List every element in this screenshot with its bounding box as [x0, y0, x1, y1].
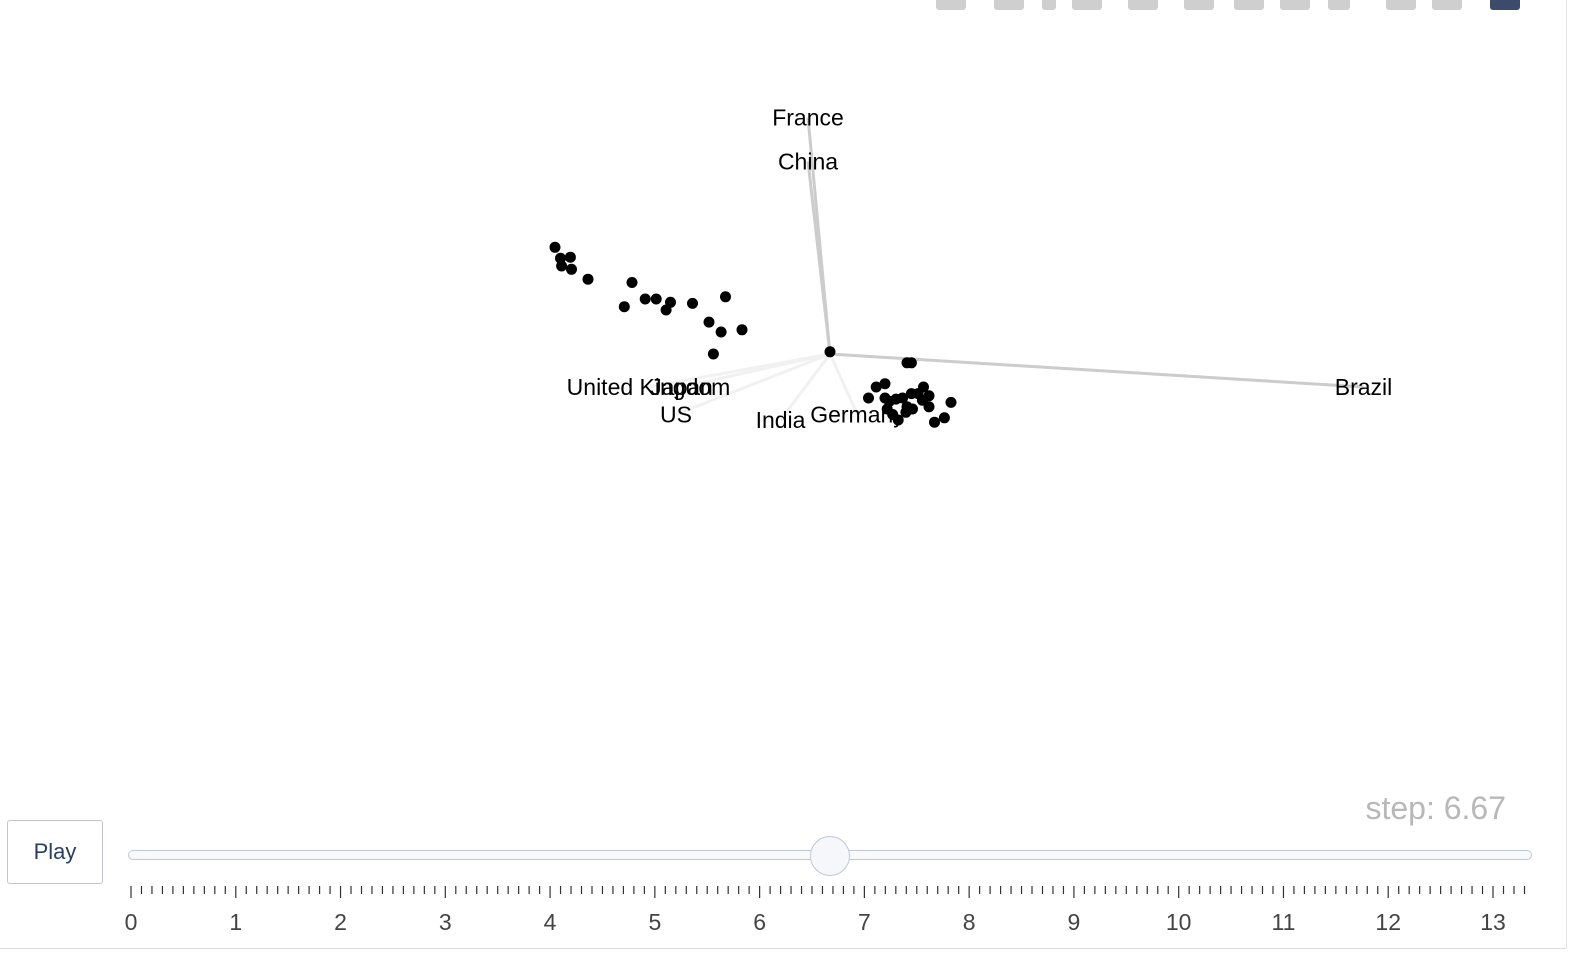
slider-tick-label[interactable]: 8: [963, 909, 976, 935]
data-point[interactable]: [660, 304, 672, 316]
data-point[interactable]: [938, 412, 950, 424]
data-point[interactable]: [566, 263, 577, 275]
data-point[interactable]: [720, 291, 731, 303]
data-point[interactable]: [905, 357, 917, 369]
loading-line-brazil: [829, 352, 1364, 389]
slider-tick-label[interactable]: 4: [544, 909, 557, 935]
slider-tick-label[interactable]: 9: [1068, 909, 1081, 935]
play-button[interactable]: Play: [7, 820, 103, 884]
plotly-logo-icon[interactable]: [1490, 0, 1520, 10]
slider-tick-label[interactable]: 10: [1166, 909, 1192, 935]
autoscale-icon[interactable]: [1280, 0, 1310, 10]
data-point[interactable]: [564, 251, 576, 263]
loading-label-us: US: [660, 402, 692, 428]
pan-icon[interactable]: [1042, 0, 1056, 10]
lasso-icon[interactable]: [1128, 0, 1158, 10]
reset-axes-icon[interactable]: [1328, 0, 1350, 10]
data-point[interactable]: [923, 401, 935, 413]
loading-label-japan: Japan: [650, 374, 713, 400]
data-point[interactable]: [715, 326, 727, 338]
data-point[interactable]: [918, 381, 929, 393]
slider-grip[interactable]: [809, 836, 850, 876]
frame-right-border: [1566, 0, 1567, 949]
loading-label-brazil: Brazil: [1335, 374, 1393, 400]
zoom-out-icon[interactable]: [1234, 0, 1264, 10]
loading-line-china: [806, 161, 832, 355]
box-select-icon[interactable]: [1072, 0, 1102, 10]
data-point[interactable]: [897, 392, 909, 404]
slider-tick-label[interactable]: 0: [125, 909, 138, 935]
camera-icon[interactable]: [936, 0, 966, 10]
loading-line-india: [779, 353, 832, 421]
data-point[interactable]: [549, 241, 561, 253]
slider-tick-label[interactable]: 13: [1480, 909, 1506, 935]
hover-compare-icon[interactable]: [1432, 0, 1462, 10]
data-point[interactable]: [556, 260, 568, 272]
loading-label-india: India: [756, 407, 806, 433]
loading-label-france: France: [772, 105, 844, 131]
data-point[interactable]: [626, 277, 638, 288]
loading-line-japan: [681, 352, 831, 389]
current-step-label: step: 6.67: [1365, 790, 1506, 826]
data-point[interactable]: [879, 378, 891, 390]
slider-ticks: 0 1 2 3 4 5 6 7 8 9 10 11 12 13: [125, 886, 1526, 935]
data-point[interactable]: [639, 293, 651, 305]
data-point[interactable]: [923, 390, 935, 402]
data-point[interactable]: [618, 301, 630, 313]
data-point[interactable]: [863, 392, 874, 404]
data-point[interactable]: [929, 416, 940, 428]
loading-label-china: China: [778, 149, 838, 175]
data-point[interactable]: [945, 396, 957, 408]
data-point[interactable]: [582, 273, 594, 285]
slider-tick-label[interactable]: 7: [858, 909, 871, 935]
spike-lines-icon[interactable]: [1386, 0, 1416, 10]
data-point[interactable]: [687, 297, 698, 309]
data-point[interactable]: [736, 324, 748, 336]
data-point[interactable]: [901, 401, 913, 413]
slider-tick-label[interactable]: 2: [334, 909, 347, 935]
loading-vectors: [648, 117, 1364, 421]
slider-tick-label[interactable]: 1: [229, 909, 242, 935]
data-point[interactable]: [892, 414, 904, 426]
slider-tick-label[interactable]: 12: [1375, 909, 1401, 935]
data-point[interactable]: [824, 346, 836, 358]
loading-label-united-kingdom: United Kingdom: [567, 374, 731, 400]
modebar: [908, 0, 1568, 14]
slider-tick-label[interactable]: 5: [648, 909, 661, 935]
data-point[interactable]: [703, 316, 715, 328]
loading-line-us: [675, 352, 831, 416]
data-point[interactable]: [650, 293, 662, 305]
data-point[interactable]: [707, 348, 719, 360]
zoom-in-icon[interactable]: [1184, 0, 1214, 10]
slider-tick-label[interactable]: 11: [1272, 909, 1296, 935]
data-point[interactable]: [870, 381, 882, 393]
loading-line-germany: [828, 353, 859, 416]
slider-tick-label[interactable]: 6: [753, 909, 766, 935]
loading-label-germany: Germany: [810, 402, 905, 428]
frame-bottom-border: [0, 948, 1566, 949]
zoom-icon[interactable]: [994, 0, 1024, 10]
slider-tick-label[interactable]: 3: [439, 909, 452, 935]
score-points: [549, 241, 957, 428]
